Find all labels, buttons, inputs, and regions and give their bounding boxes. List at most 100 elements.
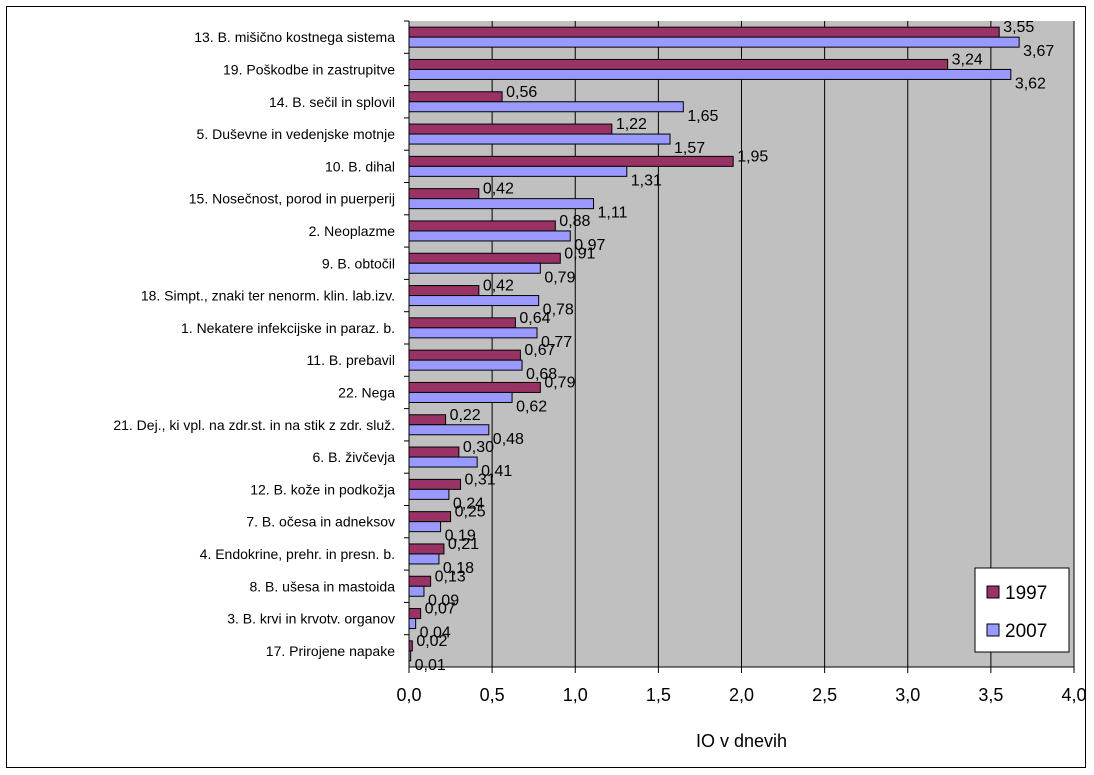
bar-2007	[408, 359, 523, 371]
category-label: 15. Nosečnost, porod in puerperij	[189, 191, 395, 207]
bar-2007	[408, 133, 671, 145]
data-label-1997: 0,79	[544, 374, 575, 391]
bar-1997	[408, 543, 445, 555]
data-label-2007: 0,78	[543, 302, 574, 319]
category-label: 13. B. mišično kostnega sistema	[194, 29, 395, 45]
bar-1997	[408, 252, 561, 264]
data-label-2007: 0,97	[574, 237, 605, 254]
bar-1997	[408, 511, 452, 523]
bar-2007	[408, 488, 450, 500]
bar-2007	[408, 327, 538, 339]
bars	[408, 26, 1020, 662]
data-label-1997: 0,42	[483, 181, 514, 198]
x-tick-label: 2,5	[812, 685, 837, 705]
bar-1997	[408, 26, 1000, 38]
category-label: 1. Nekatere infekcijske in paraz. b.	[181, 320, 395, 336]
bar-1997	[408, 446, 460, 458]
category-label: 4. Endokrine, prehr. in presn. b.	[200, 546, 395, 562]
bar-1997	[408, 381, 541, 393]
data-label-1997: 0,64	[519, 310, 550, 327]
data-label-2007: 0,01	[415, 657, 446, 674]
bar-1997	[408, 58, 949, 70]
bar-chart: 3,55 3,67 3,24 3,62 0,56 1,65 1,22 1,57 1,95 1,31…	[113, 19, 1087, 751]
bar-2007	[408, 553, 440, 565]
data-label-2007: 0,48	[493, 431, 524, 448]
data-labels: 3,55 3,67 3,24 3,62 0,56 1,65 1,22 1,57 1,95 1,31…	[415, 19, 1055, 674]
data-label-1997: 0,42	[483, 278, 514, 295]
bar-1997	[408, 91, 503, 103]
data-label-2007: 0,77	[541, 334, 572, 351]
data-label-2007: 0,41	[481, 463, 512, 480]
bar-2007	[408, 295, 540, 307]
x-tick-label: 0,5	[480, 685, 505, 705]
bar-2007	[408, 101, 684, 113]
data-label-1997: 0,88	[559, 213, 590, 230]
data-label-2007: 0,79	[544, 269, 575, 286]
category-label: 10. B. dihal	[325, 158, 395, 174]
data-label-2007: 3,67	[1023, 43, 1054, 60]
legend-label-2007: 2007	[1005, 621, 1047, 642]
data-label-2007: 3,62	[1015, 75, 1046, 92]
category-label: 7. B. očesa in adneksov	[246, 514, 395, 530]
bar-2007	[408, 165, 628, 177]
bar-1997	[408, 414, 447, 426]
legend-label-1997: 1997	[1005, 583, 1047, 604]
bar-1997	[408, 575, 432, 587]
data-label-1997: 0,13	[435, 568, 466, 585]
data-label-2007: 0,09	[428, 592, 459, 609]
bar-1997	[408, 188, 480, 200]
data-label-1997: 0,07	[425, 601, 456, 618]
category-label: 19. Poškodbe in zastrupitve	[223, 61, 395, 77]
data-label-2007: 1,31	[631, 172, 662, 189]
data-label-1997: 0,31	[465, 471, 496, 488]
bar-1997	[408, 349, 521, 361]
data-label-2007: 0,62	[516, 398, 547, 415]
bar-2007	[408, 424, 490, 436]
data-label-1997: 0,21	[448, 536, 479, 553]
x-tick-label: 0,0	[396, 685, 421, 705]
data-label-1997: 0,67	[524, 342, 555, 359]
bar-2007	[408, 521, 442, 533]
x-tick-label: 3,0	[895, 685, 920, 705]
x-tick-label: 1,0	[563, 685, 588, 705]
data-label-2007: 0,68	[526, 366, 557, 383]
data-label-1997: 0,02	[416, 633, 447, 650]
category-label: 2. Neoplazme	[309, 223, 396, 239]
chart-frame: 3,55 3,67 3,24 3,62 0,56 1,65 1,22 1,57 1,95 1,31…	[6, 6, 1087, 768]
data-label-2007: 1,57	[674, 140, 705, 157]
category-label: 12. B. kože in podkožja	[250, 481, 395, 497]
bar-2007	[408, 36, 1020, 48]
x-tick-label: 1,5	[646, 685, 671, 705]
category-label: 9. B. obtočil	[322, 255, 395, 271]
data-label-2007: 1,11	[598, 205, 628, 222]
category-label: 8. B. ušesa in mastoida	[249, 578, 395, 594]
bar-1997	[408, 317, 516, 329]
category-label: 11. B. prebavil	[307, 352, 395, 368]
data-label-2007: 1,65	[687, 108, 718, 125]
category-label: 14. B. sečil in splovil	[269, 94, 395, 110]
bar-2007	[408, 230, 571, 242]
data-label-2007: 0,19	[445, 528, 476, 545]
bar-1997	[408, 478, 462, 490]
bar-1997	[408, 285, 480, 297]
bar-1997	[408, 155, 734, 167]
legend-box	[974, 567, 1070, 653]
data-label-1997: 0,25	[455, 504, 486, 521]
bar-1997	[408, 608, 422, 620]
legend-swatch-1997	[986, 585, 1000, 599]
x-tick-label: 2,0	[729, 685, 754, 705]
bar-1997	[408, 123, 613, 135]
bar-2007	[408, 585, 425, 597]
category-label: 5. Duševne in vedenjske motnje	[197, 126, 396, 142]
data-label-2007: 0,04	[420, 625, 451, 642]
category-label: 6. B. živčevja	[313, 449, 396, 465]
category-label: 22. Nega	[338, 384, 395, 400]
axes: 0,0 0,5 1,0 1,5 2,0 2,5 3,0 3,5 4,0 13. B. mišičn…	[113, 20, 1087, 705]
category-label: 17. Prirojene napake	[266, 643, 395, 659]
bar-2007	[408, 68, 1012, 80]
bar-2007	[408, 456, 478, 468]
data-label-1997: 3,55	[1003, 19, 1034, 36]
data-label-2007: 0,18	[443, 560, 474, 577]
data-label-1997: 1,22	[616, 116, 647, 133]
data-label-1997: 1,95	[737, 148, 768, 165]
